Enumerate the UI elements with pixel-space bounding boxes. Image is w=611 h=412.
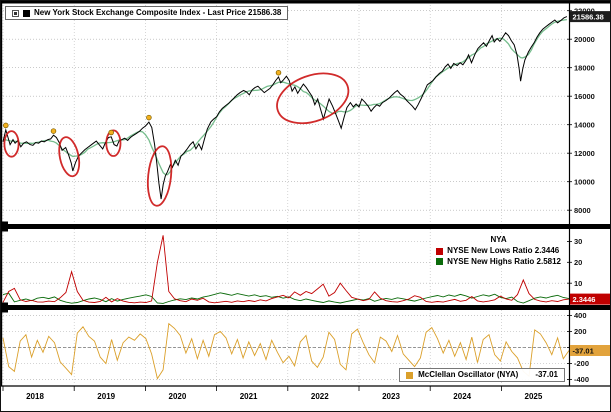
y-axis-panel2: 10 20 30 (567, 237, 582, 288)
last-value-text: -37.01 (573, 346, 594, 355)
x-axis-year-label: 2025 (525, 392, 543, 401)
annotation-ellipse (276, 72, 350, 125)
y-tick-label: 16000 (574, 92, 595, 101)
oscillator-legend[interactable]: McClellan Oscillator (NYA) -37.01 (399, 368, 565, 382)
last-value-text: 2.3446 (573, 295, 596, 304)
annotation-ellipse (105, 129, 122, 157)
x-axis-year-label: 2021 (240, 392, 258, 401)
gridlines-panel1 (2, 5, 569, 223)
chart-frame (1, 1, 611, 387)
last-value-text: 21586.38 (573, 12, 604, 21)
y-tick-label: 18000 (574, 63, 595, 72)
x-axis-year-label: 2024 (453, 392, 471, 401)
last-value-box: 2.3446 (570, 293, 610, 305)
divider-handle-icon[interactable] (1, 221, 8, 232)
new-lows-label: NYSE New Lows Ratio 2.3446 (447, 245, 560, 255)
new-highs-marker-icon (436, 258, 444, 266)
y-tick-label: 10 (574, 279, 582, 288)
y-tick-label: 20 (574, 258, 582, 267)
mcclellan-series-line (2, 322, 570, 380)
ratios-legend: NYA NYSE New Lows Ratio 2.3446 NYSE New … (432, 234, 565, 269)
y-tick-label: 30 (574, 237, 582, 246)
peak-dot (275, 69, 282, 76)
new-highs-legend-item[interactable]: NYSE New Highs Ratio 2.5812 (436, 257, 561, 268)
panel-divider-1[interactable] (1, 224, 611, 229)
y-tick-label: 200 (574, 327, 587, 336)
last-value-box: 21586.38 (570, 11, 610, 23)
oscillator-value: -37.01 (535, 370, 558, 379)
legend-toggle-icon[interactable] (12, 9, 19, 17)
new-lows-marker-icon (436, 247, 444, 255)
x-axis-year-label: 2020 (169, 392, 187, 401)
last-value-box: -37.01 (570, 345, 610, 356)
new-highs-series-line (2, 292, 570, 304)
divider-handle-icon[interactable] (1, 302, 8, 313)
y-tick-label: 12000 (574, 149, 595, 158)
y-axis-panel1: 8000 10000 12000 14000 16000 18000 20000 22000 (567, 6, 595, 215)
y-tick-label: 8000 (574, 206, 591, 215)
x-axis-year-label: 2019 (97, 392, 115, 401)
x-axis-year-label: 2022 (311, 392, 329, 401)
oscillator-marker-icon (406, 371, 414, 379)
price-legend[interactable]: New York Stock Exchange Composite Index … (5, 6, 289, 20)
x-axis-year-label: 2023 (382, 392, 400, 401)
y-tick-label: 14000 (574, 120, 595, 129)
y-tick-label: 20000 (574, 35, 595, 44)
peak-dot (50, 128, 57, 134)
x-axis: 2018 2019 2020 2021 2022 2023 2024 2025 (2, 386, 543, 401)
new-lows-legend-item[interactable]: NYSE New Lows Ratio 2.3446 (436, 246, 561, 257)
annotation-ellipse (146, 145, 173, 207)
y-tick-label: -400 (574, 375, 589, 384)
price-series-marker-icon (23, 9, 30, 17)
peak-dot (3, 122, 9, 129)
price-series-line (2, 16, 568, 200)
peak-dot (146, 114, 152, 121)
new-lows-series-line (2, 235, 570, 304)
y-tick-label: 10000 (574, 177, 595, 186)
new-highs-label: NYSE New Highs Ratio 2.5812 (447, 256, 561, 266)
annotation-ellipse (58, 136, 81, 178)
x-axis-year-label: 2018 (26, 392, 44, 401)
y-tick-label: -200 (574, 359, 589, 368)
panel-divider-2[interactable] (1, 305, 611, 310)
price-legend-label: New York Stock Exchange Composite Index … (34, 8, 282, 17)
ratios-legend-title: NYA (490, 235, 507, 244)
y-tick-label: 400 (574, 311, 587, 320)
annotations (3, 69, 350, 207)
peak-dot (108, 129, 114, 136)
annotation-ellipse (3, 130, 20, 158)
y-tick-label: 22000 (574, 6, 595, 15)
oscillator-label: McClellan Oscillator (NYA) (418, 370, 519, 379)
